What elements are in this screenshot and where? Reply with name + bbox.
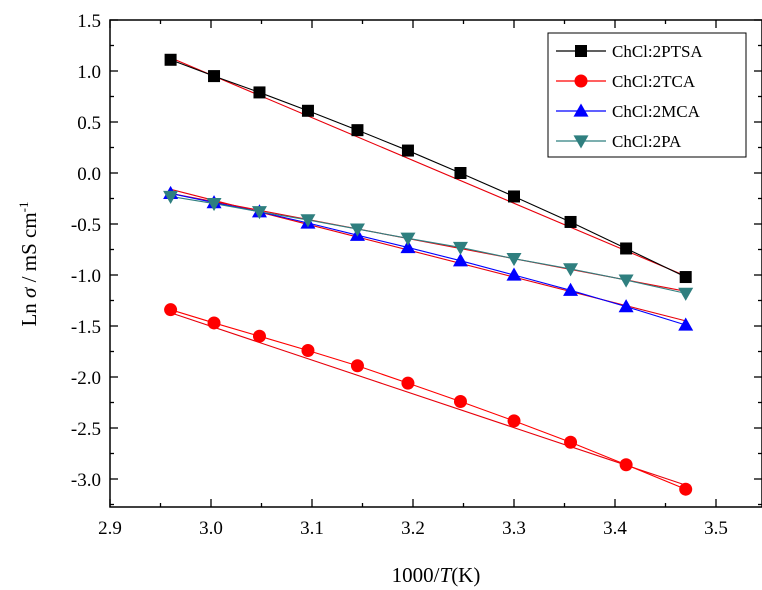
series-line <box>170 195 686 294</box>
y-tick-label: -0.5 <box>71 215 101 236</box>
x-tick-label: 3.4 <box>603 518 627 539</box>
data-point <box>349 223 365 237</box>
legend-label: ChCl:2PTSA <box>612 42 703 61</box>
x-tick-label: 2.9 <box>98 518 122 539</box>
series-line <box>170 192 686 326</box>
data-point <box>679 482 693 496</box>
data-point <box>164 303 178 317</box>
x-axis-title: 1000/T(K) <box>392 563 481 587</box>
y-tick-label: 1.0 <box>77 62 101 83</box>
data-point <box>452 253 468 267</box>
data-point <box>620 242 633 255</box>
x-tick-label: 3.3 <box>502 518 526 539</box>
data-point <box>507 414 521 428</box>
data-point <box>564 435 578 449</box>
data-point <box>301 104 314 117</box>
axis-ticks <box>109 19 762 507</box>
data-point <box>452 241 468 255</box>
data-point <box>253 86 266 99</box>
y-tick-label: -1.0 <box>71 266 101 287</box>
data-point <box>454 167 467 179</box>
y-tick-label: 1.5 <box>77 11 101 32</box>
y-tick-label: -3.0 <box>71 470 101 491</box>
legend-label: ChCl:2PA <box>612 132 682 151</box>
x-tick-label: 3.5 <box>704 518 728 539</box>
y-tick-label: 0.5 <box>77 113 101 134</box>
data-point <box>508 190 520 203</box>
data-markers <box>163 53 694 496</box>
y-tick-label: -2.5 <box>71 419 101 440</box>
data-point <box>618 274 634 288</box>
data-point <box>351 124 364 137</box>
tick-labels: 2.9 3.0 3.1 3.2 3.3 3.4 3.5 1.5 1.0 0.5 0.0 -0.5 -1.… <box>71 11 728 539</box>
legend-marker <box>573 135 589 149</box>
data-point <box>208 70 221 83</box>
data-point <box>619 458 633 472</box>
data-point <box>564 215 577 228</box>
data-point <box>453 394 467 408</box>
legend-marker <box>573 103 589 117</box>
y-tick-label: -1.5 <box>71 317 101 338</box>
legend-label: ChCl:2MCA <box>612 102 701 121</box>
y-axis-title: Ln σ / mS cm-1 <box>16 201 41 326</box>
plot-frame <box>109 19 762 508</box>
data-point <box>207 316 221 330</box>
data-point <box>300 214 316 228</box>
y-tick-label: 0.0 <box>77 164 101 185</box>
data-point <box>678 317 694 331</box>
data-point <box>401 144 414 157</box>
data-point <box>678 287 694 301</box>
data-point <box>401 376 415 390</box>
data-point <box>679 271 692 284</box>
legend: ChCl:2PTSA ChCl:2TCA ChCl:2MCA ChCl:2PA <box>547 32 747 158</box>
data-point <box>252 329 266 343</box>
x-tick-label: 3.1 <box>300 518 324 539</box>
data-point <box>618 299 634 313</box>
data-point <box>163 190 179 204</box>
data-point <box>563 282 579 296</box>
data-point <box>206 197 222 212</box>
data-point <box>400 239 416 254</box>
data-point <box>400 232 416 246</box>
fit-line <box>170 312 686 486</box>
x-tick-label: 3.2 <box>401 518 425 539</box>
data-point <box>164 53 177 66</box>
data-point <box>563 263 579 277</box>
data-point <box>251 206 267 220</box>
data-point <box>350 359 364 373</box>
legend-label: ChCl:2TCA <box>612 72 696 91</box>
y-tick-label: -2.0 <box>71 368 101 389</box>
data-point <box>301 343 315 357</box>
legend-marker <box>574 74 588 88</box>
x-tick-label: 3.0 <box>199 518 223 539</box>
legend-marker <box>575 45 587 57</box>
data-point <box>506 267 522 281</box>
data-point <box>506 253 522 267</box>
